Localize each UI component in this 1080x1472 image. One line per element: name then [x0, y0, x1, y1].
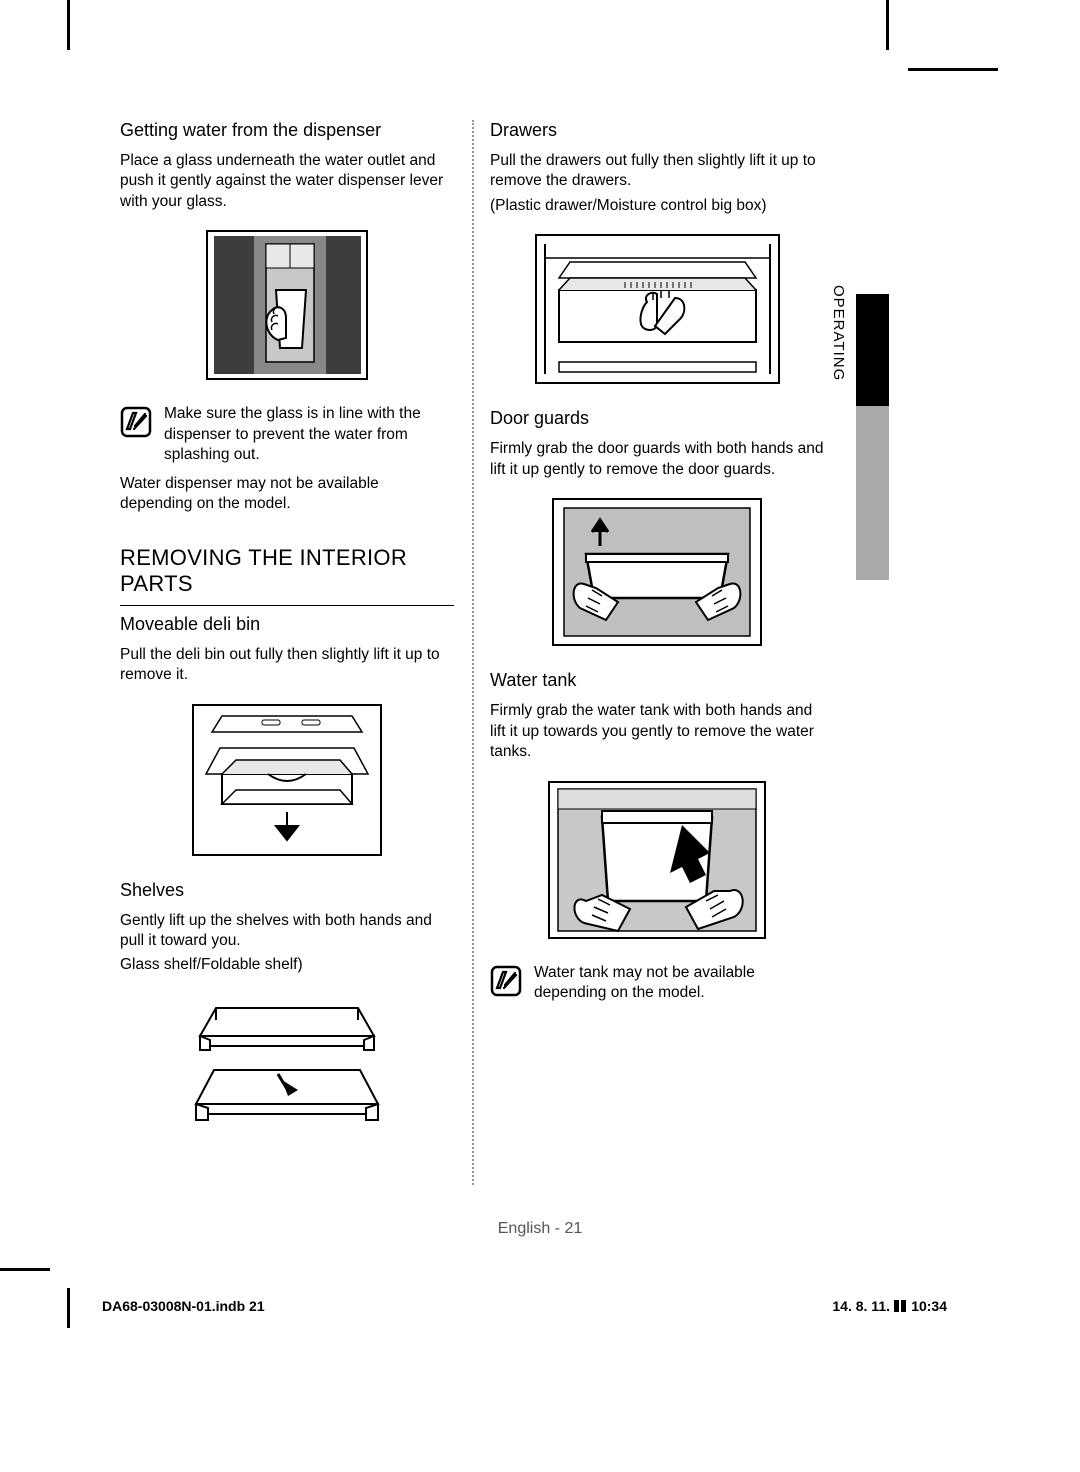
footer-date: 14. 8. 11.: [832, 1298, 890, 1314]
footer-page-number: English - 21: [0, 1220, 1080, 1238]
side-tab-marker-grey: [856, 406, 889, 580]
note-text: Water tank may not be available dependin…: [534, 963, 824, 1004]
note-icon: [490, 965, 522, 1002]
note-water-tank: Water tank may not be available dependin…: [490, 963, 824, 1006]
heading-door-guards: Door guards: [490, 408, 824, 429]
body-text: Place a glass underneath the water outle…: [120, 151, 454, 212]
figure-dispenser: [120, 230, 454, 380]
body-text: Glass shelf/Foldable shelf): [120, 955, 454, 975]
side-tab-marker-black: [856, 294, 889, 406]
crop-mark: [886, 0, 889, 50]
note-text: Water dispenser may not be available dep…: [120, 474, 454, 515]
body-text: Pull the drawers out fully then slightly…: [490, 151, 824, 192]
body-text: Firmly grab the water tank with both han…: [490, 701, 824, 762]
body-text: Pull the deli bin out fully then slightl…: [120, 645, 454, 686]
body-text: Gently lift up the shelves with both han…: [120, 911, 454, 952]
body-text: Firmly grab the door guards with both ha…: [490, 439, 824, 480]
body-text: (Plastic drawer/Moisture control big box…: [490, 196, 824, 216]
crop-mark: [67, 0, 70, 50]
heading-water-tank: Water tank: [490, 670, 824, 691]
heading-deli-bin: Moveable deli bin: [120, 614, 454, 635]
crop-mark: [0, 1268, 50, 1271]
crop-mark: [908, 68, 998, 71]
heading-rule: [120, 605, 454, 606]
heading-shelves: Shelves: [120, 880, 454, 901]
figure-drawers: [490, 234, 824, 384]
heading-removing-parts: REMOVING THE INTERIOR PARTS: [120, 545, 454, 597]
footer-time: 10:34: [911, 1298, 947, 1314]
heading-drawers: Drawers: [490, 120, 824, 141]
figure-shelves: [120, 994, 454, 1134]
crop-mark: [67, 1288, 70, 1328]
left-column: Getting water from the dispenser Place a…: [120, 120, 472, 1158]
column-divider: [472, 120, 474, 1185]
note-icon: [120, 406, 152, 443]
footer-filename: DA68-03008N-01.indb 21: [102, 1298, 265, 1314]
clock-icon: [893, 1299, 907, 1318]
figure-deli-bin: [120, 704, 454, 856]
figure-water-tank: [490, 781, 824, 939]
figure-door-guards: [490, 498, 824, 646]
right-column: Drawers Pull the drawers out fully then …: [472, 120, 824, 1158]
note-dispenser: Make sure the glass is in line with the …: [120, 404, 454, 467]
heading-dispenser: Getting water from the dispenser: [120, 120, 454, 141]
note-text: Make sure the glass is in line with the …: [164, 404, 454, 465]
